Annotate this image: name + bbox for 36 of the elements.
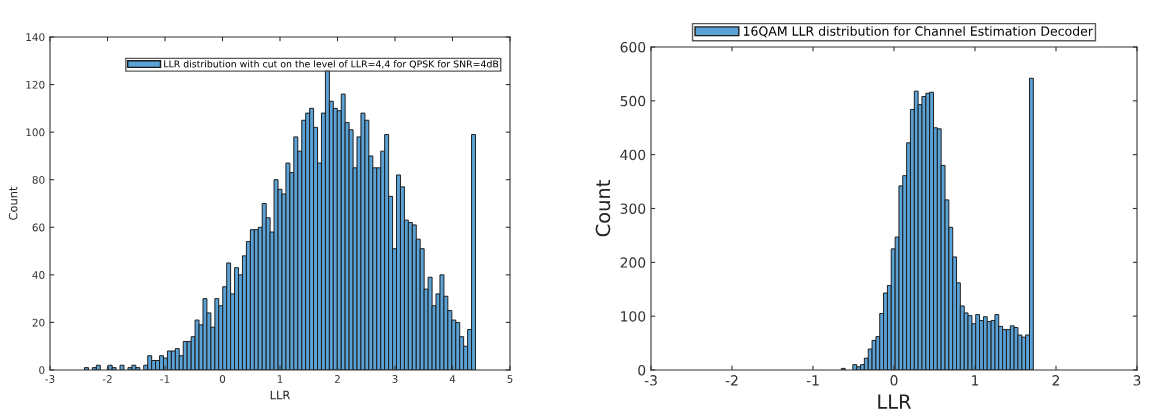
x-tick-label: -1 [806, 375, 819, 386]
x-tick-label: -3 [644, 375, 657, 386]
x-tick-label: 0 [890, 375, 898, 386]
y-tick-label: 100 [621, 311, 646, 322]
x-tick-label: 2 [334, 375, 340, 383]
y-tick-label: 40 [32, 271, 45, 279]
y-tick-label: 20 [32, 318, 45, 327]
y-tick-label: 600 [620, 41, 646, 53]
x-tick-label: 5 [507, 375, 513, 383]
x-tick-label: -3 [45, 375, 55, 383]
x-axis-title: LLR [878, 394, 912, 409]
y-axis-title: Count [8, 186, 18, 220]
x-tick-label: 0 [219, 375, 226, 383]
y-tick-label: 60 [32, 223, 45, 232]
y-tick-label: 300 [620, 203, 646, 214]
y-tick-label: 500 [620, 95, 646, 107]
x-axis-title: LLR [270, 390, 291, 400]
x-tick-label: 2 [1052, 375, 1060, 386]
legend-label: LLR distribution with cut on the level of LLR=4,4 for QPSK for SNR=4dB [164, 60, 499, 69]
x-tick-label: 1 [277, 375, 283, 383]
x-tick-label: 4 [449, 375, 456, 383]
y-tick-label: 100 [26, 128, 45, 137]
x-tick-label: 1 [972, 375, 979, 386]
y-tick-label: 200 [620, 257, 646, 268]
y-axis-title: Count [595, 180, 611, 237]
y-tick-label: 120 [26, 80, 45, 89]
x-tick-label: -1 [160, 375, 170, 383]
y-tick-label: 80 [32, 175, 45, 184]
x-tick-label: 3 [1133, 375, 1141, 386]
x-tick-label: -2 [102, 375, 112, 383]
y-tick-label: 0 [39, 366, 45, 375]
x-tick-label: 3 [392, 375, 398, 383]
y-tick-label: 140 [26, 33, 45, 42]
x-tick-label: -2 [725, 375, 738, 386]
y-tick-label: 400 [620, 149, 646, 161]
legend-label: 16QAM LLR distribution for Channel Estimation Decoder [743, 26, 1093, 38]
